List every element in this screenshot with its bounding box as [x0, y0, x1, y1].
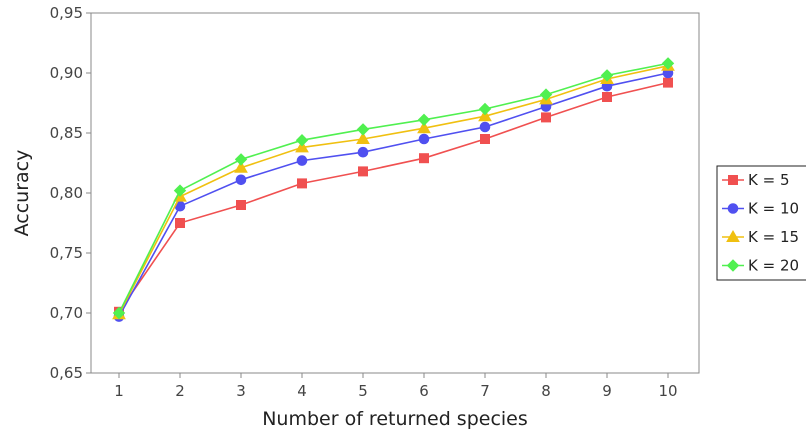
y-tick-label: 0,95 [50, 4, 83, 22]
series-4 [112, 57, 675, 320]
data-point [479, 121, 491, 133]
x-axis: 1 2 3 4 5 6 7 8 9 10 [114, 373, 678, 400]
series-3 [112, 58, 675, 320]
y-tick-label: 0,70 [50, 304, 83, 322]
legend-marker [728, 175, 738, 185]
y-tick-label: 0,90 [50, 64, 83, 82]
x-tick-label: 5 [358, 382, 368, 400]
x-tick-label: 1 [114, 382, 124, 400]
x-axis-title: Number of returned species [262, 408, 528, 430]
y-tick-label: 0,85 [50, 124, 83, 142]
series-line [118, 72, 669, 317]
data-point [541, 112, 551, 123]
data-point [296, 155, 308, 166]
series-line [118, 62, 669, 314]
y-tick-label: 0,80 [50, 184, 83, 202]
data-point [418, 133, 430, 145]
data-point [478, 102, 492, 116]
data-point [478, 109, 492, 122]
legend: K = 5 K = 10 K = 15 K = 20 [716, 165, 806, 281]
x-tick-label: 2 [175, 382, 185, 400]
data-point [236, 200, 246, 210]
data-point [417, 113, 431, 127]
data-point [175, 218, 185, 228]
data-point [173, 184, 187, 197]
data-point [417, 121, 431, 134]
legend-item: K = 5 [722, 171, 789, 189]
data-point [234, 160, 248, 173]
legend-label: K = 15 [748, 228, 799, 246]
data-point [112, 306, 126, 320]
legend-marker [727, 203, 739, 214]
data-point [356, 123, 370, 136]
data-point [600, 69, 614, 82]
legend-item: K = 20 [722, 257, 799, 275]
data-point [539, 88, 553, 101]
x-tick-label: 10 [658, 382, 677, 400]
legend-marker [726, 259, 740, 272]
series-line [118, 81, 669, 313]
x-tick-label: 3 [236, 382, 246, 400]
x-tick-label: 7 [480, 382, 490, 400]
legend-item: K = 10 [722, 200, 799, 218]
series-lines [112, 57, 675, 322]
data-point [295, 133, 309, 147]
data-point [661, 57, 675, 70]
legend-label: K = 5 [748, 171, 789, 189]
legend-label: K = 10 [748, 200, 799, 218]
legend-marker [726, 229, 740, 242]
data-point [480, 134, 490, 144]
legend-label: K = 20 [748, 257, 799, 275]
x-tick-label: 6 [419, 382, 429, 400]
data-point [357, 146, 369, 158]
data-point [297, 178, 307, 189]
data-point [235, 174, 247, 186]
data-point [663, 77, 673, 88]
data-point [295, 140, 309, 153]
data-point [356, 131, 370, 144]
data-point [358, 166, 368, 177]
y-axis: 0,65 0,70 0,75 0,80 0,85 0,90 0,95 [50, 4, 91, 382]
series-line [118, 65, 669, 315]
y-axis-title: Accuracy [11, 150, 33, 237]
y-tick-label: 0,65 [50, 364, 83, 382]
data-point [234, 153, 248, 166]
data-point [602, 92, 612, 102]
x-tick-label: 4 [297, 382, 307, 400]
data-point [419, 153, 429, 164]
plot-area [90, 12, 700, 374]
legend-item: K = 15 [722, 228, 799, 246]
x-tick-label: 8 [541, 382, 551, 400]
x-tick-label: 9 [602, 382, 612, 400]
y-tick-label: 0,75 [50, 244, 83, 262]
